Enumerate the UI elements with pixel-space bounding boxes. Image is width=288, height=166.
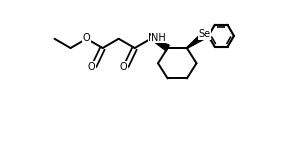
Polygon shape — [187, 33, 205, 48]
Text: H: H — [151, 32, 158, 41]
Text: Se: Se — [198, 29, 210, 39]
Polygon shape — [151, 38, 169, 51]
Text: O: O — [120, 62, 127, 72]
Text: NH: NH — [151, 33, 166, 42]
Text: O: O — [88, 62, 95, 72]
Text: N: N — [148, 33, 156, 43]
Text: O: O — [83, 33, 90, 42]
